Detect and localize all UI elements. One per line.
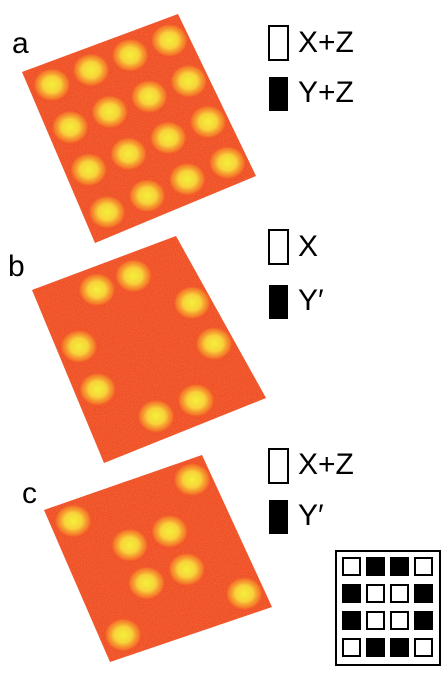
dot [77, 273, 117, 309]
dot [53, 505, 93, 541]
dot [194, 327, 234, 363]
legend: X+Z Y+Z [269, 26, 354, 111]
dot [167, 553, 207, 589]
dot [103, 619, 143, 655]
legend-text: Y′ [298, 284, 324, 317]
substrate [44, 455, 272, 662]
pattern-cell [391, 558, 408, 575]
legend-swatch-black [269, 500, 288, 534]
afm-image [22, 14, 256, 243]
pattern-cell [391, 612, 408, 629]
dot [148, 122, 188, 158]
legend: X+Z Y′ [269, 448, 354, 534]
pattern-cell [367, 558, 384, 575]
dot [32, 69, 72, 105]
legend-swatch-white [269, 26, 288, 60]
dot [136, 400, 176, 436]
pattern-cell [391, 639, 408, 656]
dot [78, 373, 118, 409]
dot [172, 287, 212, 323]
dot [167, 163, 207, 199]
dot [71, 54, 111, 90]
dot [90, 96, 130, 132]
pattern-cell [343, 612, 360, 629]
legend-text: X+Z [298, 26, 354, 59]
pattern-key [336, 551, 440, 665]
pattern-cell [343, 585, 360, 602]
pattern-cell [343, 558, 360, 575]
pattern-cell [415, 612, 432, 629]
afm-image [44, 455, 272, 662]
dot [108, 138, 148, 174]
afm-images [22, 14, 272, 662]
panel-label: c [22, 477, 37, 510]
legend-text: Y+Z [298, 76, 354, 109]
legend-swatch-white [269, 449, 288, 483]
page: {"panels": [ {"label": "a", "legend": ["… [0, 0, 445, 679]
panel-label: b [8, 250, 25, 283]
dot [127, 567, 167, 603]
dot [150, 515, 190, 551]
panel-label: a [12, 27, 29, 60]
pattern-cell [391, 585, 408, 602]
pattern-cell [367, 639, 384, 656]
dot [50, 111, 90, 147]
dot [207, 146, 247, 182]
pattern-cell [367, 612, 384, 629]
dot [110, 39, 150, 75]
dot [188, 106, 228, 142]
legend: X Y′ [269, 230, 324, 319]
dot [110, 529, 150, 565]
legend-text: X [298, 230, 318, 263]
dot [59, 330, 99, 366]
dot [114, 260, 154, 296]
pattern-cell [415, 639, 432, 656]
pattern-cell [367, 585, 384, 602]
dot [169, 65, 209, 101]
afm-image [32, 236, 266, 463]
legend-swatch-black [269, 77, 288, 111]
dot [87, 196, 127, 232]
pattern-cell [415, 558, 432, 575]
dot [149, 24, 189, 60]
dot [176, 384, 216, 420]
pattern-cell [343, 639, 360, 656]
dot [224, 577, 264, 613]
figure: a b c X+Z Y+Z X Y′ X+Z Y′ [0, 0, 445, 679]
dot [69, 153, 109, 189]
legend-swatch-black [269, 285, 288, 319]
dot [172, 463, 212, 499]
dot [127, 179, 167, 215]
legend-swatch-white [269, 230, 288, 264]
legend-text: X+Z [298, 448, 354, 481]
dot [129, 80, 169, 116]
legend-text: Y′ [298, 499, 324, 532]
pattern-cell [415, 585, 432, 602]
